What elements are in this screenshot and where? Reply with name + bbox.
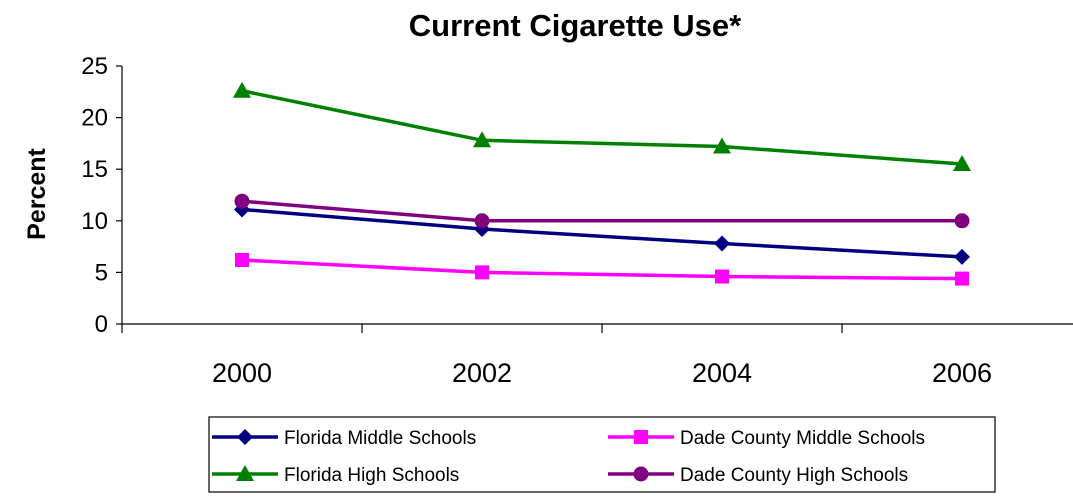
series-dade-county-high-schools [234, 193, 970, 229]
series-line [241, 258, 963, 281]
x-tick-label: 2002 [452, 358, 512, 388]
legend-item: Florida High Schools [212, 465, 459, 486]
circle-data-point [954, 213, 970, 229]
legend-item: Florida Middle Schools [212, 428, 476, 449]
legend-square-icon [634, 430, 648, 444]
legend-circle-icon [633, 466, 649, 482]
legend-label: Florida High Schools [284, 465, 459, 486]
triangle-data-point [473, 131, 491, 148]
y-tick-label: 25 [81, 53, 108, 80]
square-data-point [955, 271, 969, 286]
series-layer [233, 81, 971, 286]
legend-label: Dade County Middle Schools [680, 428, 925, 449]
square-data-point [235, 253, 249, 268]
circle-data-point [234, 193, 250, 209]
y-tick-label: 20 [81, 105, 108, 132]
series-line [241, 207, 963, 259]
y-axis-label: Percent [23, 147, 51, 239]
x-tick-label: 2006 [932, 358, 992, 388]
x-tick-label: 2004 [692, 358, 752, 388]
triangle-data-point [953, 155, 971, 172]
series-florida-high-schools [233, 81, 971, 172]
triangle-data-point [713, 137, 731, 154]
legend-label: Dade County High Schools [680, 465, 908, 486]
legend-label: Florida Middle Schools [284, 428, 476, 449]
y-tick-label: 15 [81, 156, 108, 183]
chart-title: Current Cigarette Use* [409, 8, 742, 43]
circle-data-point [474, 213, 490, 229]
y-tick-label: 5 [95, 259, 108, 286]
y-tick-label: 10 [81, 208, 108, 235]
diamond-data-point [954, 248, 970, 265]
y-tick-label: 0 [95, 311, 108, 338]
legend-triangle-icon [236, 465, 254, 481]
axes: 0 5 10 15 20 25 2000 2002 2004 2006 [81, 53, 1073, 388]
square-data-point [715, 269, 729, 284]
legend: Florida Middle Schools Dade County Middle… [208, 416, 996, 493]
series-line [241, 89, 963, 166]
series-dade-county-middle-schools [235, 253, 969, 286]
legend-box [208, 416, 996, 493]
series-line [241, 199, 962, 223]
legend-diamond-icon [237, 429, 253, 445]
legend-item: Dade County Middle Schools [608, 428, 925, 449]
triangle-data-point [233, 81, 251, 98]
diamond-data-point [714, 235, 730, 252]
square-data-point [475, 265, 489, 280]
legend-item: Dade County High Schools [608, 465, 908, 486]
x-tick-label: 2000 [212, 358, 272, 388]
